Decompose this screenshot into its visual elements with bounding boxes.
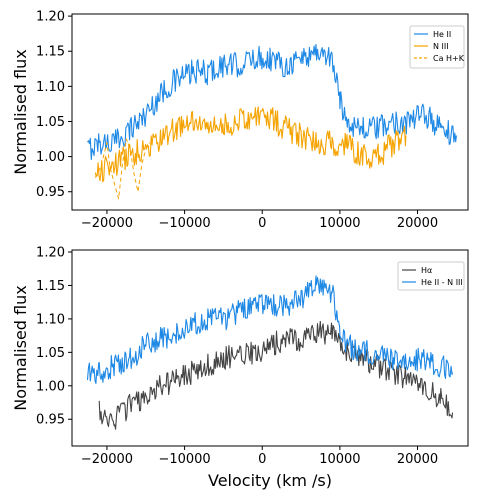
legend-label: N III bbox=[433, 42, 449, 51]
series-line-0 bbox=[98, 320, 454, 430]
top-panel: −20000 −10000 0 10000 20000 0.95 1.00 1.05 1.10 1… bbox=[11, 10, 469, 231]
plot-area bbox=[86, 275, 454, 430]
legend-label: Hα bbox=[421, 266, 432, 275]
y-tick-label: 1.00 bbox=[36, 379, 65, 394]
x-tick-label: −20000 bbox=[81, 452, 133, 467]
legend-label: He II - N III bbox=[421, 278, 463, 287]
legend-label: He II bbox=[433, 30, 451, 39]
bottom-panel: −20000 −10000 0 10000 20000 0.95 1.00 1.05 1.10 1… bbox=[11, 246, 469, 490]
x-tick-label: −10000 bbox=[158, 452, 210, 467]
x-tick-label: 0 bbox=[258, 452, 266, 467]
y-axis-label: Normalised flux bbox=[11, 285, 30, 410]
plot-area bbox=[87, 43, 457, 200]
y-tick-label: 1.15 bbox=[36, 45, 65, 60]
axes-frame bbox=[71, 249, 469, 447]
x-tick-label: −20000 bbox=[81, 216, 133, 231]
y-tick-label: 1.20 bbox=[36, 10, 65, 25]
y-tick-label: 0.95 bbox=[36, 413, 65, 428]
y-tick-label: 1.05 bbox=[36, 346, 65, 361]
legend-box bbox=[409, 25, 465, 69]
series-line-2 bbox=[94, 138, 151, 200]
x-tick-label: 20000 bbox=[397, 216, 438, 231]
y-axis-label: Normalised flux bbox=[11, 49, 30, 174]
x-tick-label: 10000 bbox=[319, 216, 360, 231]
y-tick-label: 1.05 bbox=[36, 115, 65, 130]
y-tick-label: 1.10 bbox=[36, 312, 65, 327]
axes-frame bbox=[71, 13, 469, 211]
y-tick-label: 0.95 bbox=[36, 185, 65, 200]
series-line-1 bbox=[86, 275, 454, 385]
x-tick-label: 10000 bbox=[319, 452, 360, 467]
legend: He II N III Ca H+K bbox=[409, 25, 465, 69]
legend: Hα He II - N III bbox=[397, 261, 465, 291]
x-tick-label: 20000 bbox=[397, 452, 438, 467]
y-tick-label: 1.20 bbox=[36, 246, 65, 261]
y-tick-label: 1.10 bbox=[36, 80, 65, 95]
series-line-1 bbox=[94, 106, 407, 183]
x-axis-label: Velocity (km /s) bbox=[208, 471, 332, 490]
legend-label: Ca H+K bbox=[433, 54, 465, 63]
series-line-0 bbox=[87, 43, 457, 161]
x-tick-label: −10000 bbox=[158, 216, 210, 231]
legend-box bbox=[397, 261, 465, 291]
y-tick-label: 1.15 bbox=[36, 279, 65, 294]
y-tick-label: 1.00 bbox=[36, 150, 65, 165]
x-tick-label: 0 bbox=[258, 216, 266, 231]
